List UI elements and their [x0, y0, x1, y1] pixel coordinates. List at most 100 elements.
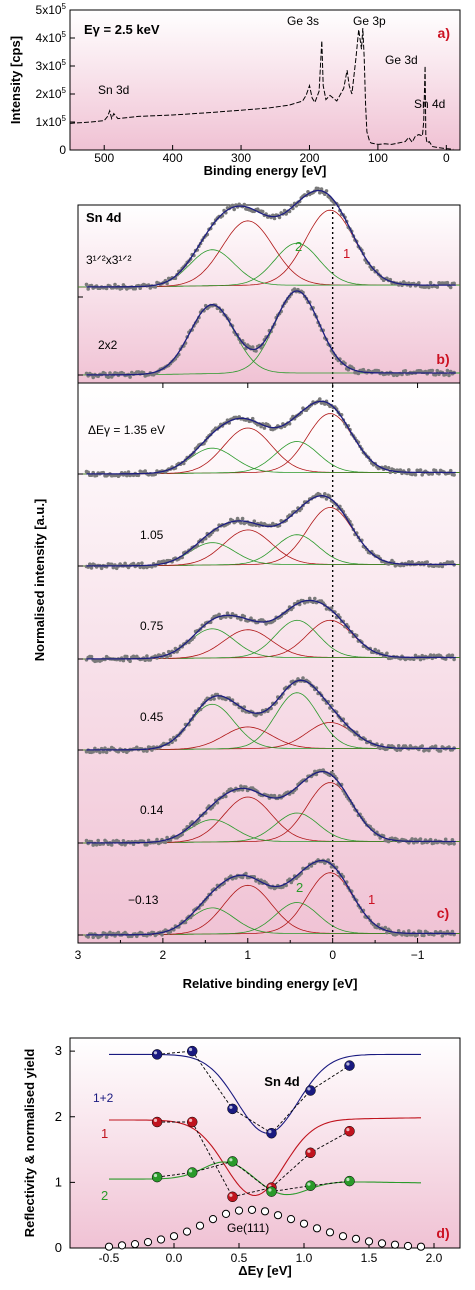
- data-point: [324, 189, 329, 193]
- data-point: [168, 930, 173, 934]
- panel-b-component-label-2: 2: [295, 239, 302, 254]
- data-point: [121, 839, 126, 843]
- panel-c-x-tick-label: 1: [244, 948, 251, 962]
- ge111-point: [416, 1242, 426, 1251]
- data-point: [136, 473, 141, 478]
- ge111-point: [351, 1234, 361, 1243]
- data-point: [405, 933, 409, 938]
- ge111-point: [403, 1241, 413, 1251]
- panel-c-component-label-1: 1: [368, 892, 375, 907]
- data-point: [104, 935, 109, 939]
- data-point: [121, 658, 126, 663]
- data-point: [316, 186, 320, 191]
- ge111-point: [221, 1209, 231, 1219]
- data-point: [186, 1045, 198, 1057]
- data-point: [376, 369, 381, 373]
- data-point: [418, 468, 423, 472]
- series-3-connector: [157, 1160, 350, 1193]
- data-point: [415, 933, 420, 937]
- data-point: [452, 473, 456, 477]
- data-point: [400, 933, 404, 937]
- data-point: [323, 402, 327, 406]
- panel-c-spectrum-3-fit-envelope: [86, 599, 456, 660]
- ge111-point: [338, 1232, 348, 1241]
- series-label-1: 1: [101, 1126, 108, 1141]
- panel-b-sn4d-reference: Sn 4d 3¹ᐟ²x3¹ᐟ² 2x2 b) 1 2: [77, 186, 461, 384]
- panel-c-spectrum-label: 1.05: [140, 528, 164, 542]
- panel-c-spectrum-5-fit-envelope: [86, 770, 456, 844]
- panel-a-x-tick-label: 500: [94, 151, 114, 165]
- data-point: [125, 654, 129, 659]
- data-point: [242, 705, 247, 709]
- panel-c-spectrum-2-fit-envelope: [86, 495, 456, 567]
- data-point: [282, 208, 287, 213]
- series-2-points: [151, 1156, 355, 1197]
- ge111-point: [364, 1237, 374, 1246]
- data-point: [313, 769, 317, 774]
- ge111-point: [143, 1238, 153, 1247]
- data-point: [244, 871, 248, 876]
- panel-a-y-tick-label: 4x105: [36, 30, 67, 45]
- data-point: [145, 654, 149, 658]
- data-point: [403, 369, 408, 373]
- panel-d-x-tick-label: 1.5: [361, 1251, 378, 1265]
- ge111-point: [156, 1235, 166, 1244]
- data-point: [163, 840, 168, 845]
- panel-c-spectrum-label: ΔEγ = 1.35 eV: [88, 423, 165, 437]
- data-point-highlight: [346, 1062, 350, 1066]
- data-point-highlight: [229, 1105, 233, 1109]
- data-point-highlight: [189, 1047, 193, 1052]
- data-point: [443, 657, 448, 661]
- data-point: [165, 281, 169, 286]
- data-point-highlight: [189, 1118, 193, 1122]
- data-point: [452, 281, 456, 286]
- data-point: [266, 1186, 277, 1197]
- panel-b-spectrum-label-1: 3¹ᐟ²x3¹ᐟ²: [86, 253, 132, 267]
- panel-d-xlabel: ΔEγ [eV]: [238, 1263, 291, 1278]
- data-point: [260, 209, 265, 214]
- panel-d-ylabel: Reflectivity & normalised yield: [22, 1049, 37, 1238]
- data-point: [126, 470, 131, 474]
- panel-d-x-tick-label: 1.0: [296, 1251, 313, 1265]
- panel-b-component-label-1: 1: [343, 246, 350, 261]
- data-point: [250, 345, 255, 349]
- ge111-point: [286, 1215, 296, 1224]
- panel-d-x-tick-label: 2.0: [426, 1251, 443, 1265]
- panel-c-ylabel: Normalised intensity [a.u.]: [32, 499, 47, 662]
- panel-c-x-tick-label: 0: [329, 948, 336, 962]
- data-point: [84, 282, 89, 287]
- data-point-highlight: [153, 1173, 158, 1178]
- panel-a-y-tick-label: 1x105: [36, 114, 67, 129]
- data-point: [428, 280, 433, 285]
- peak-label-ge3s: Ge 3s: [287, 14, 319, 28]
- data-point: [259, 424, 263, 429]
- data-point: [420, 653, 425, 658]
- data-point: [319, 187, 324, 191]
- data-point: [396, 744, 401, 748]
- series-label-1plus2: 1+2: [93, 1091, 114, 1105]
- data-point: [160, 933, 164, 937]
- panel-a-x-tick-label: 400: [163, 151, 183, 165]
- data-point: [240, 516, 245, 521]
- panel-c-component-label-2: 2: [296, 880, 303, 895]
- data-point: [433, 744, 438, 748]
- data-point: [113, 282, 117, 287]
- panel-d-yield-curves: Sn 4d d) ΔEγ [eV] Reflectivity & normali…: [22, 1037, 461, 1278]
- data-point: [165, 835, 169, 840]
- data-point: [242, 614, 247, 619]
- ge111-point: [117, 1241, 127, 1250]
- data-point: [272, 793, 277, 798]
- data-point: [106, 375, 111, 380]
- data-point-highlight: [268, 1188, 272, 1192]
- data-point: [318, 397, 322, 401]
- ge111-point: [325, 1228, 335, 1237]
- data-point: [89, 654, 94, 659]
- panel-d-y-tick-label: 2: [55, 1109, 62, 1124]
- data-point: [413, 472, 418, 477]
- data-point: [86, 287, 90, 291]
- data-point: [428, 837, 433, 842]
- ge111-point: [390, 1240, 400, 1249]
- series-label-2: 2: [101, 1188, 108, 1203]
- data-point: [418, 837, 423, 841]
- data-point: [428, 653, 433, 657]
